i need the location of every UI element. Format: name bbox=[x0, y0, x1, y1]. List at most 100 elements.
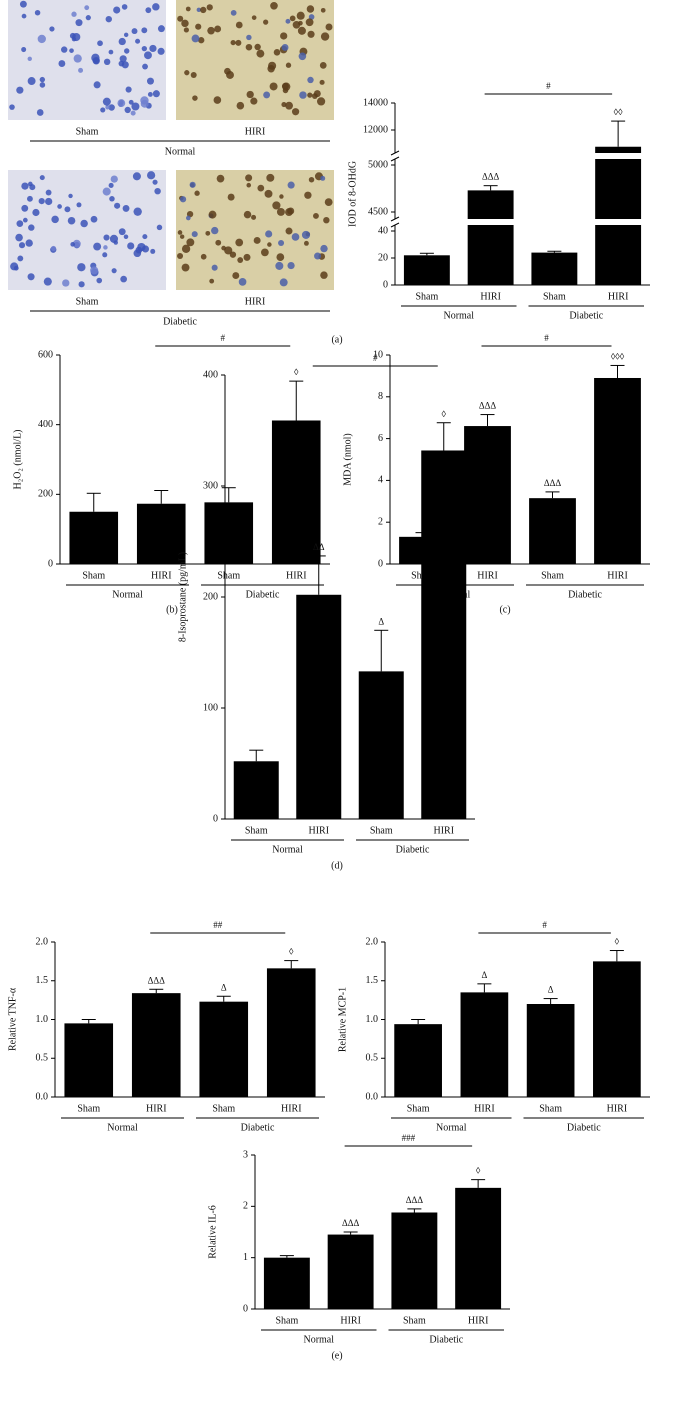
nucleus bbox=[103, 245, 108, 250]
nucleus bbox=[323, 217, 330, 224]
significance-mark: ◊◊◊ bbox=[611, 352, 625, 362]
nucleus bbox=[235, 238, 244, 247]
bar bbox=[69, 511, 119, 564]
y-tick-label: 3 bbox=[243, 1149, 248, 1160]
panel-label: (a) bbox=[331, 334, 342, 345]
nucleus bbox=[253, 236, 261, 244]
nucleus bbox=[291, 108, 300, 116]
y-tick-label: 2 bbox=[378, 516, 383, 527]
y-tick-label: 0.5 bbox=[36, 1053, 49, 1064]
nucleus bbox=[209, 278, 215, 284]
nucleus bbox=[226, 71, 234, 79]
nucleus bbox=[236, 101, 245, 110]
y-axis-label: H₂O₂ (nmol/L) bbox=[12, 429, 23, 489]
y-tick-label: 4500 bbox=[368, 206, 388, 217]
nucleus bbox=[281, 44, 289, 51]
nucleus bbox=[78, 67, 84, 73]
nucleus bbox=[90, 215, 98, 223]
bar bbox=[460, 992, 509, 1097]
nucleus bbox=[224, 246, 233, 255]
nucleus bbox=[113, 6, 121, 14]
group-label: Diabetic bbox=[567, 1122, 601, 1133]
bracket-label: # bbox=[546, 81, 551, 91]
nucleus bbox=[179, 196, 187, 203]
bar-break bbox=[594, 153, 643, 159]
nucleus bbox=[313, 212, 319, 219]
nucleus bbox=[246, 90, 254, 99]
nucleus bbox=[289, 15, 296, 22]
nucleus bbox=[261, 248, 269, 257]
nucleus bbox=[279, 278, 288, 287]
group-label: Diabetic bbox=[246, 589, 280, 600]
bar bbox=[131, 993, 181, 1097]
y-axis-label: 8-Isoprostane (pg/mL) bbox=[177, 552, 188, 642]
y-tick-label: 2.0 bbox=[36, 936, 49, 947]
y-axis-label: Relative MCP-1 bbox=[337, 987, 348, 1052]
y-tick-label: 0 bbox=[213, 813, 218, 824]
group-label: Normal bbox=[443, 310, 474, 321]
y-tick-label: 400 bbox=[203, 369, 218, 380]
group-label: Normal bbox=[272, 844, 303, 855]
nucleus bbox=[133, 249, 142, 258]
bar-break bbox=[466, 219, 515, 225]
nucleus bbox=[62, 279, 70, 287]
group-label: Diabetic bbox=[396, 844, 430, 855]
y-tick-label: 0.0 bbox=[36, 1091, 49, 1102]
nucleus bbox=[121, 61, 129, 69]
nucleus bbox=[227, 193, 235, 201]
nucleus bbox=[105, 105, 110, 110]
nucleus bbox=[186, 238, 195, 247]
nucleus bbox=[102, 97, 111, 106]
y-axis-label: IOD of 8-OHdG bbox=[347, 161, 358, 227]
nucleus bbox=[84, 5, 90, 11]
nucleus bbox=[27, 77, 36, 86]
nucleus bbox=[123, 32, 129, 38]
micrograph-label: HIRI bbox=[245, 126, 266, 137]
x-tick-label: Sham bbox=[403, 1315, 426, 1326]
nucleus bbox=[319, 79, 325, 85]
nucleus bbox=[21, 13, 27, 19]
x-tick-label: Sham bbox=[543, 291, 566, 302]
x-tick-label: HIRI bbox=[474, 1103, 495, 1114]
nucleus bbox=[146, 77, 154, 85]
nucleus bbox=[132, 172, 141, 181]
nucleus bbox=[29, 184, 36, 191]
nucleus bbox=[251, 15, 257, 20]
bar bbox=[595, 146, 642, 285]
nucleus bbox=[184, 70, 190, 76]
axis-break bbox=[390, 156, 400, 162]
panel-label: (e) bbox=[331, 1350, 342, 1361]
nucleus bbox=[320, 244, 328, 253]
nucleus bbox=[110, 175, 118, 183]
micrograph-label: Sham bbox=[76, 126, 99, 137]
significance-mark: Δ bbox=[481, 970, 487, 980]
nucleus bbox=[264, 189, 273, 198]
bar bbox=[526, 1004, 575, 1097]
bar bbox=[263, 1257, 310, 1309]
nucleus bbox=[305, 18, 314, 27]
nucleus bbox=[103, 234, 110, 241]
nucleus bbox=[119, 55, 127, 63]
nucleus bbox=[191, 231, 198, 238]
nucleus bbox=[38, 198, 45, 205]
nucleus bbox=[256, 49, 265, 58]
nucleus bbox=[68, 193, 73, 199]
significance-mark: ◊ bbox=[615, 937, 620, 947]
panel-label: (d) bbox=[331, 860, 343, 871]
y-tick-label: 4 bbox=[378, 475, 383, 486]
nucleus bbox=[307, 76, 314, 84]
nucleus bbox=[37, 34, 46, 44]
nucleus bbox=[287, 207, 295, 215]
nucleus bbox=[308, 14, 315, 20]
bar bbox=[531, 252, 578, 285]
nucleus bbox=[150, 248, 156, 254]
nucleus bbox=[207, 26, 215, 35]
nucleus bbox=[77, 263, 86, 272]
nucleus bbox=[105, 15, 112, 23]
x-tick-label: Sham bbox=[275, 1315, 298, 1326]
nucleus bbox=[189, 181, 196, 188]
group-label: Diabetic bbox=[569, 310, 603, 321]
bar bbox=[327, 1234, 374, 1309]
nucleus bbox=[70, 242, 75, 247]
nucleus bbox=[93, 81, 101, 89]
